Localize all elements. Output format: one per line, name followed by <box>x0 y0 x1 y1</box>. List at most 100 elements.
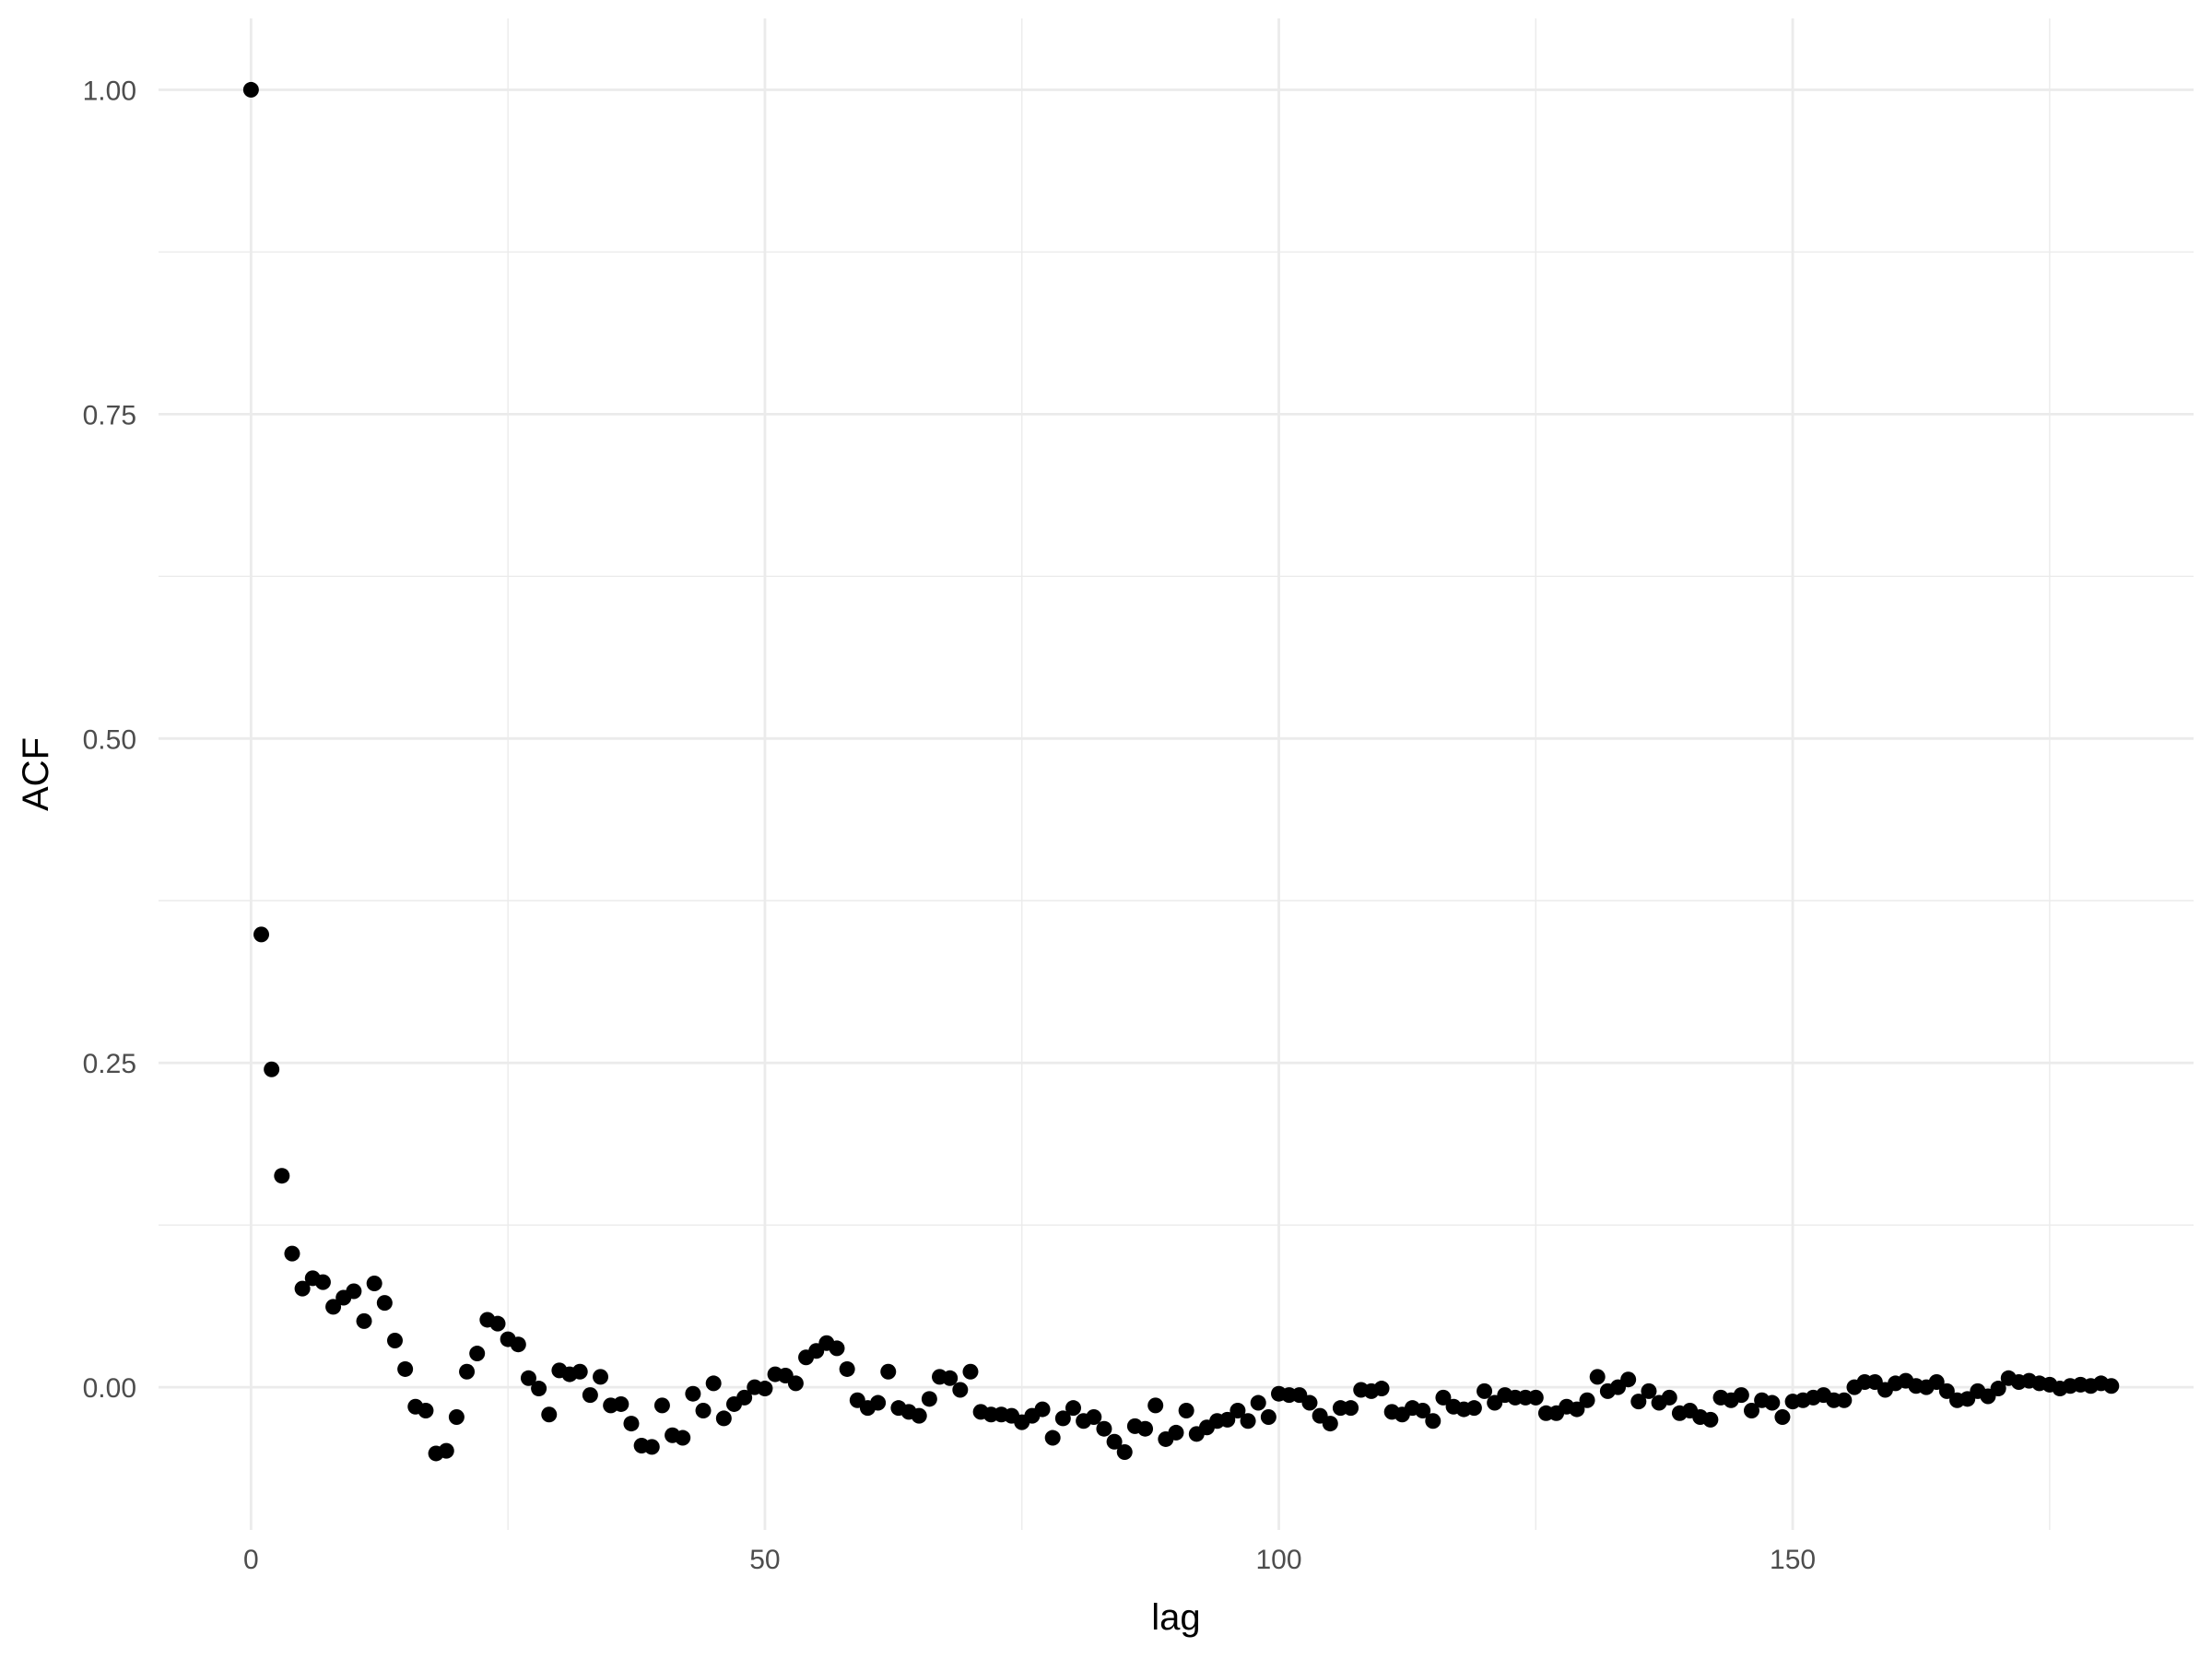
y-axis-title: ACF <box>16 737 56 811</box>
data-point <box>911 1407 927 1424</box>
data-point <box>1054 1410 1071 1427</box>
data-point <box>448 1409 465 1426</box>
data-point <box>356 1312 372 1329</box>
data-point <box>1477 1382 1493 1399</box>
data-point <box>1836 1392 1853 1408</box>
data-point <box>284 1245 300 1262</box>
data-points <box>242 81 2120 1462</box>
x-axis-title: lag <box>1151 1597 1200 1638</box>
data-point <box>1343 1400 1359 1417</box>
data-point <box>675 1430 691 1446</box>
data-point <box>787 1375 804 1392</box>
data-point <box>1569 1401 1585 1418</box>
data-point <box>1373 1381 1390 1397</box>
data-point <box>623 1416 640 1432</box>
data-point <box>386 1332 403 1348</box>
data-point <box>459 1363 476 1380</box>
data-point <box>1733 1387 1749 1404</box>
data-point <box>1425 1413 1441 1430</box>
data-point <box>643 1439 660 1455</box>
data-point <box>469 1346 486 1362</box>
data-point <box>274 1168 290 1184</box>
data-point <box>736 1389 753 1406</box>
data-point <box>942 1370 959 1386</box>
data-point <box>1641 1382 1657 1399</box>
data-point <box>685 1385 701 1402</box>
data-point <box>962 1363 979 1380</box>
data-point <box>921 1391 937 1407</box>
data-point <box>314 1274 331 1290</box>
data-point <box>294 1280 311 1297</box>
data-point <box>325 1299 342 1315</box>
y-tick-label: 0.75 <box>83 400 136 430</box>
data-point <box>489 1315 506 1332</box>
data-point <box>264 1061 280 1077</box>
x-tick-label: 50 <box>749 1545 780 1575</box>
data-point <box>715 1410 732 1427</box>
data-point <box>1774 1409 1791 1426</box>
data-point <box>1147 1397 1164 1414</box>
data-point <box>1322 1416 1338 1432</box>
data-point <box>829 1340 845 1357</box>
minor-gridlines <box>159 18 2194 1530</box>
data-point <box>952 1382 969 1398</box>
data-point <box>695 1402 712 1418</box>
data-point <box>1260 1409 1277 1426</box>
data-point <box>366 1276 382 1292</box>
data-point <box>1990 1381 2006 1397</box>
data-point <box>376 1295 393 1312</box>
data-point <box>1702 1411 1719 1428</box>
data-point <box>1620 1371 1637 1388</box>
data-point <box>1106 1433 1123 1450</box>
data-point <box>1137 1420 1154 1437</box>
data-point <box>1579 1392 1595 1408</box>
data-point <box>1928 1374 1945 1391</box>
data-point <box>653 1397 670 1414</box>
y-tick-label: 0.25 <box>83 1049 136 1079</box>
data-point <box>839 1360 855 1377</box>
data-point <box>705 1375 722 1392</box>
y-tick-label: 0.50 <box>83 724 136 755</box>
data-point <box>613 1395 629 1412</box>
data-point <box>1465 1400 1482 1417</box>
data-point <box>1219 1411 1236 1428</box>
data-point <box>1630 1394 1647 1410</box>
y-tick-label: 1.00 <box>83 76 136 106</box>
data-point <box>346 1283 362 1300</box>
data-point <box>1086 1409 1102 1426</box>
data-point <box>418 1402 434 1418</box>
data-point <box>1661 1389 1677 1406</box>
data-point <box>1764 1394 1781 1411</box>
x-tick-label: 0 <box>243 1545 259 1575</box>
data-point <box>571 1363 588 1380</box>
data-point <box>1065 1400 1081 1417</box>
data-point <box>1435 1389 1452 1406</box>
data-point <box>2103 1378 2120 1394</box>
data-point <box>1527 1389 1544 1406</box>
data-point <box>870 1394 887 1411</box>
data-point <box>531 1381 547 1397</box>
data-point <box>582 1387 598 1404</box>
x-tick-label: 100 <box>1255 1545 1301 1575</box>
data-point <box>1178 1402 1194 1418</box>
data-point <box>593 1369 609 1385</box>
data-point <box>1743 1402 1759 1418</box>
x-tick-label: 150 <box>1770 1545 1816 1575</box>
data-point <box>1250 1394 1266 1411</box>
data-point <box>541 1406 558 1423</box>
data-point <box>880 1363 897 1380</box>
data-point <box>510 1336 526 1353</box>
y-axis-tick-labels: 0.00 0.25 0.50 0.75 1.00 <box>83 76 136 1404</box>
x-axis-tick-labels: 0 50 100 150 <box>243 1545 1816 1575</box>
data-point <box>1415 1402 1431 1418</box>
data-point <box>1938 1382 1955 1399</box>
data-point <box>1044 1430 1061 1446</box>
y-tick-label: 0.00 <box>83 1373 136 1404</box>
data-point <box>1301 1394 1318 1411</box>
data-point <box>1116 1444 1133 1461</box>
data-point <box>757 1381 773 1397</box>
data-point <box>1230 1402 1246 1418</box>
data-point <box>397 1360 414 1377</box>
